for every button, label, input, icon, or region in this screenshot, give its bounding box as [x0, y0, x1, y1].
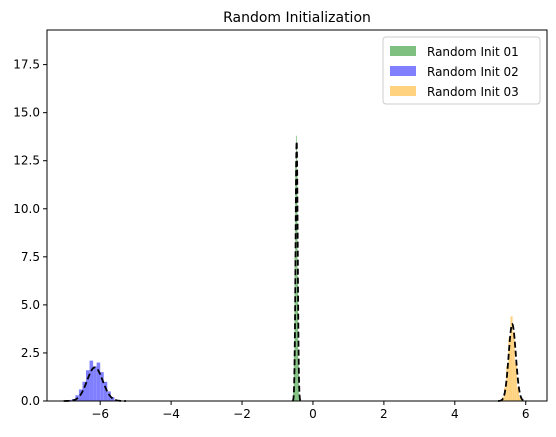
y-tick-label: 15.0: [13, 106, 40, 120]
legend: Random Init 01 Random Init 02 Random Init …: [383, 37, 540, 104]
x-tick-label: 4: [451, 407, 459, 421]
y-tick-label: 10.0: [13, 202, 40, 216]
x-tick-label: 2: [380, 407, 388, 421]
legend-swatch: [390, 46, 416, 56]
y-tick-label: 7.5: [21, 250, 40, 264]
x-tick-label: 6: [522, 407, 530, 421]
y-tick-label: 5.0: [21, 298, 40, 312]
density-curves-layer: [64, 141, 527, 401]
y-axis: 0.0 2.5 5.0 7.5 10.0 12.5 15.0 17.5: [13, 58, 47, 408]
x-tick-label: −6: [91, 407, 109, 421]
chart-title: Random Initialization: [223, 10, 371, 26]
legend-label: Random Init 01: [427, 45, 519, 59]
x-axis: −6 −4 −2 0 2 4 6: [91, 401, 529, 421]
histogram-bar-series-1: [297, 170, 298, 401]
y-tick-label: 12.5: [13, 154, 40, 168]
legend-swatch: [390, 66, 416, 76]
x-tick-label: −4: [162, 407, 180, 421]
legend-swatch: [390, 86, 416, 96]
y-tick-label: 0.0: [21, 394, 40, 408]
histogram-bar-series-2: [90, 361, 94, 401]
legend-label: Random Init 03: [427, 85, 519, 99]
histogram-bar-series-3: [515, 363, 517, 401]
x-tick-label: 0: [309, 407, 317, 421]
legend-label: Random Init 02: [427, 65, 519, 79]
y-tick-label: 2.5: [21, 346, 40, 360]
histogram-bar-series-2: [97, 363, 101, 401]
x-tick-label: −2: [233, 407, 251, 421]
histogram-bar-series-1: [297, 276, 298, 401]
histogram-bar-series-2: [100, 372, 104, 401]
histogram-bar-series-2: [93, 366, 97, 401]
y-tick-label: 17.5: [13, 58, 40, 72]
